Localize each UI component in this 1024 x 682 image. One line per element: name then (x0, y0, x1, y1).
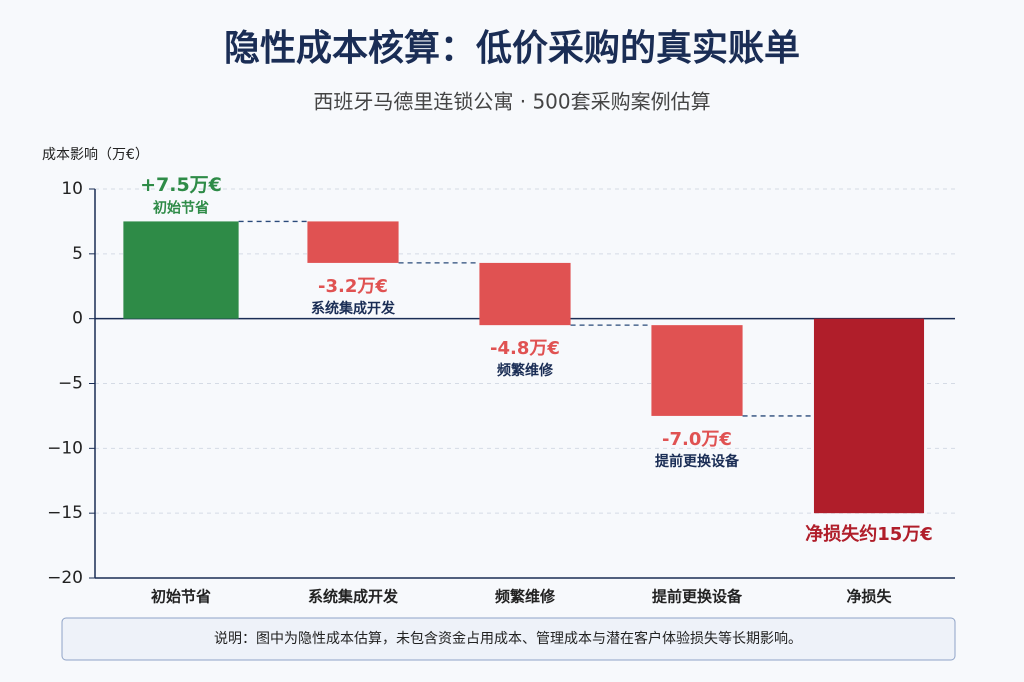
y-tick-label: 10 (61, 179, 83, 199)
bar (307, 221, 399, 263)
bar (813, 318, 925, 514)
bar-category-label: 提前更换设备 (655, 453, 740, 470)
x-tick-label: 提前更换设备 (652, 588, 743, 606)
note: 说明：图中为隐性成本估算，未包含资金占用成本、管理成本与潜在客户体验损失等长期影… (214, 630, 802, 647)
value-label: -4.8万€ (490, 338, 560, 359)
bar-category-label: 初始节省 (153, 199, 209, 216)
note-box (61, 617, 956, 661)
y-axis-label: 成本影响（万€） (42, 147, 149, 163)
value-label: -7.0万€ (662, 429, 732, 450)
bar-category-label: 系统集成开发 (311, 300, 396, 317)
y-tick-label: 5 (72, 244, 83, 264)
x-tick-label: 净损失 (846, 588, 892, 606)
value-label: -3.2万€ (318, 276, 388, 297)
value-label: +7.5万€ (140, 174, 222, 196)
value-label: 净损失约15万€ (805, 523, 933, 545)
y-tick-label: −15 (47, 503, 83, 523)
bar-category-label: 频繁维修 (497, 362, 554, 379)
chart-title: 隐性成本核算：低价采购的真实账单 (224, 28, 800, 69)
x-tick-label: 系统集成开发 (308, 588, 399, 606)
x-tick-label: 频繁维修 (495, 588, 556, 606)
bar (479, 262, 571, 326)
bar (123, 221, 239, 319)
bar (651, 325, 743, 416)
y-tick-label: −5 (58, 374, 83, 394)
chart-subtitle: 西班牙马德里连锁公寓 · 500套采购案例估算 (313, 90, 710, 114)
y-tick-label: −20 (47, 568, 83, 588)
y-tick-label: −10 (47, 438, 83, 458)
y-tick-label: 0 (72, 309, 83, 329)
x-tick-label: 初始节省 (151, 588, 211, 606)
